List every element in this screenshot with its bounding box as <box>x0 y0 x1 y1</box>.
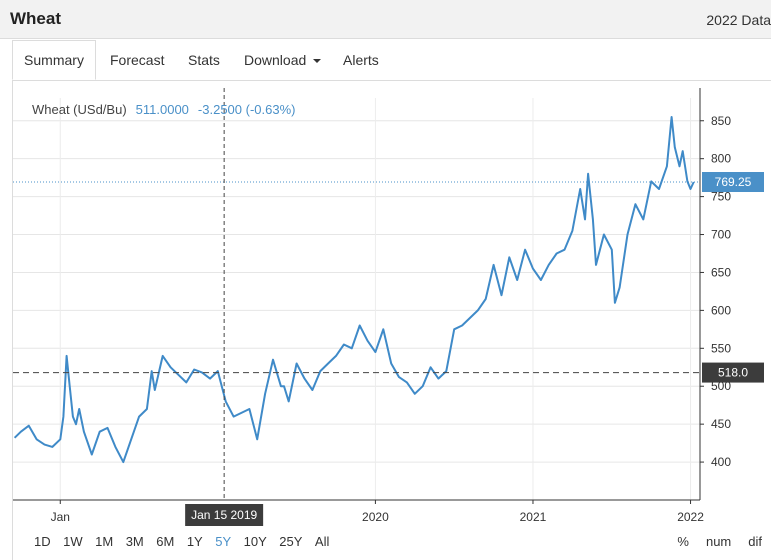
range-all[interactable]: All <box>314 534 330 549</box>
top-bar: Wheat 2022 Data <box>0 0 771 39</box>
crosshair-price-badge: 518.0 <box>702 362 764 383</box>
tab-summary[interactable]: Summary <box>12 40 96 80</box>
crosshair-date-badge-bg <box>185 504 264 526</box>
tab-alerts[interactable]: Alerts <box>343 52 379 68</box>
data-year-label: 2022 Data <box>706 12 771 28</box>
crosshair-date-badge: Jan 15 2019 <box>185 504 264 526</box>
range-3m[interactable]: 3M <box>125 534 144 549</box>
mode-dif[interactable]: dif <box>748 534 762 549</box>
tab-download-label: Download <box>244 52 307 68</box>
y-tick-label: 600 <box>711 303 731 317</box>
caret-down-icon <box>313 59 322 64</box>
last-value-badge: 769.25 <box>702 172 764 193</box>
x-tick-label: Jan <box>51 510 70 524</box>
crosshair-price-badge-bg <box>702 362 764 383</box>
crosshair-date-badge-text: Jan 15 2019 <box>191 508 257 522</box>
legend-series-name: Wheat (USd/Bu) <box>32 102 127 117</box>
crosshair-price-badge-text: 518.0 <box>718 366 748 380</box>
y-tick-label: 850 <box>711 114 731 128</box>
last-value-badge-text: 769.25 <box>715 175 752 189</box>
y-tick-label: 750 <box>711 190 731 204</box>
legend-value: 511.0000 <box>135 102 189 117</box>
range-1w[interactable]: 1W <box>63 534 83 549</box>
tab-download[interactable]: Download <box>244 40 322 80</box>
x-tick-label: 2021 <box>520 510 547 524</box>
x-tick-label: 2020 <box>362 510 389 524</box>
y-tick-label: 700 <box>711 228 731 242</box>
chart-panel <box>12 81 771 560</box>
x-axis-ticks: Jan 2020 2021 2022 <box>51 500 704 524</box>
range-1y[interactable]: 1Y <box>186 534 203 549</box>
range-1m[interactable]: 1M <box>95 534 114 549</box>
x-tick-label: 2022 <box>677 510 704 524</box>
tab-stats[interactable]: Stats <box>188 52 220 68</box>
range-5y[interactable]: 5Y <box>215 534 232 549</box>
last-value-badge-bg <box>702 172 764 193</box>
y-tick-label: 650 <box>711 265 731 279</box>
y-tick-label: 800 <box>711 152 731 166</box>
page-title: Wheat <box>10 9 61 28</box>
y-tick-label: 550 <box>711 341 731 355</box>
y-axis-ticks: 400 450 500 550 600 650 700 750 800 850 <box>700 114 731 469</box>
y-tick-label: 500 <box>711 379 731 393</box>
series-line-wheat <box>13 116 695 464</box>
tab-bar: Summary Forecast Stats Download Alerts <box>12 40 771 81</box>
grid <box>13 98 700 500</box>
range-6m[interactable]: 6M <box>156 534 175 549</box>
range-1d[interactable]: 1D <box>34 534 51 549</box>
range-10y[interactable]: 10Y <box>243 534 267 549</box>
tab-forecast[interactable]: Forecast <box>110 52 165 68</box>
legend-change: -3.2500 (-0.63%) <box>197 102 296 117</box>
mode-percent[interactable]: % <box>677 534 689 549</box>
mode-num[interactable]: num <box>705 534 732 549</box>
range-selector: 1D 1W 1M 3M 6M 1Y 5Y 10Y 25Y All <box>34 534 342 549</box>
chart-legend: Wheat (USd/Bu) 511.0000 -3.2500 (-0.63%) <box>32 102 295 117</box>
y-tick-label: 450 <box>711 417 731 431</box>
y-tick-label: 400 <box>711 455 731 469</box>
range-25y[interactable]: 25Y <box>279 534 303 549</box>
mode-selector: % num dif <box>660 534 762 549</box>
